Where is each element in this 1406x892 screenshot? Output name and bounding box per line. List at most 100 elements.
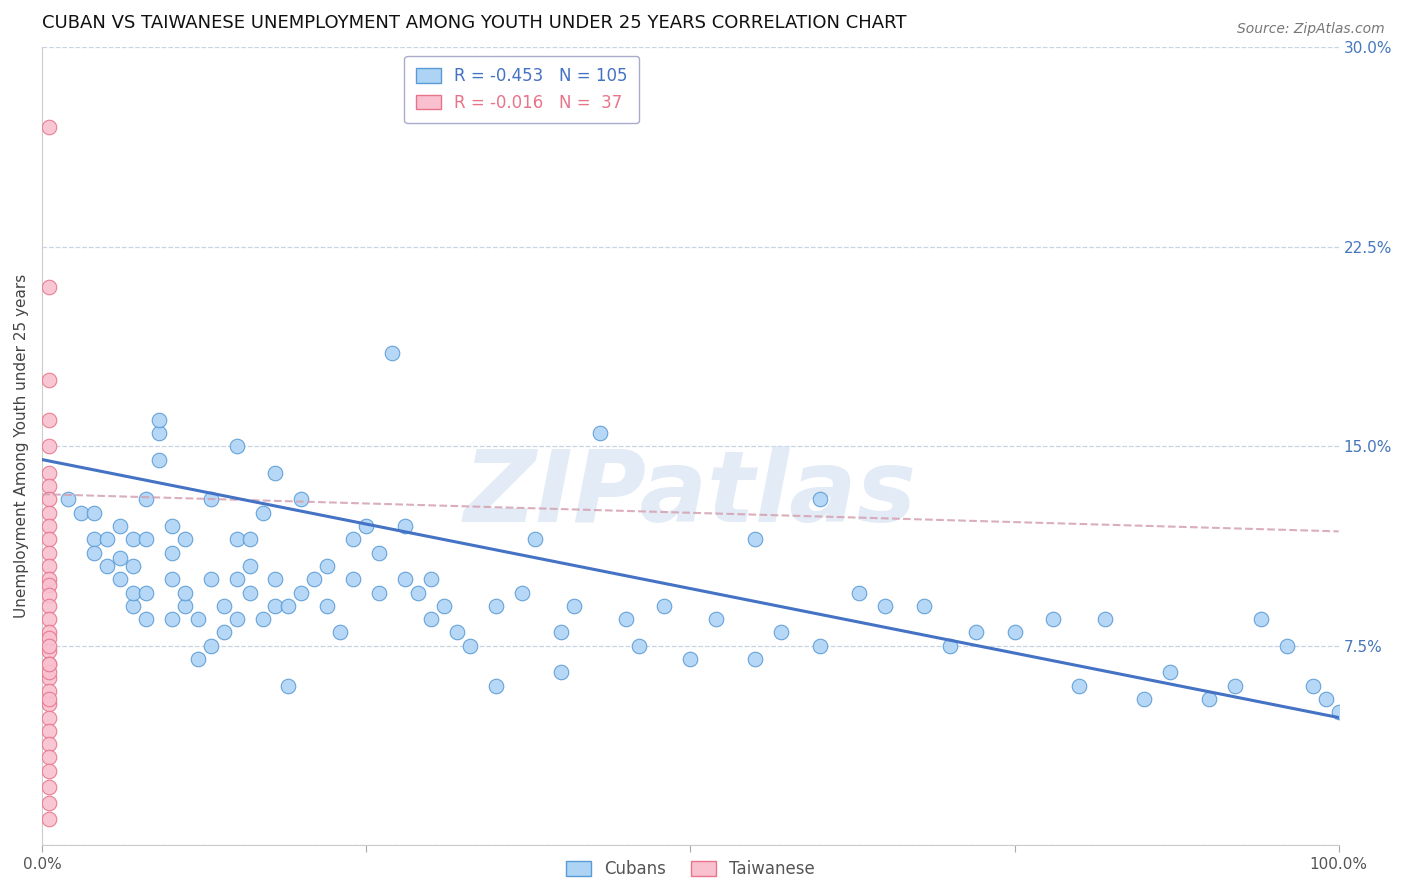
Point <box>1250 612 1272 626</box>
Point <box>38 625 60 640</box>
Point <box>277 679 299 693</box>
Point <box>316 599 339 613</box>
Point <box>238 585 260 599</box>
Point <box>1159 665 1181 680</box>
Point <box>212 599 235 613</box>
Point <box>329 625 352 640</box>
Point <box>38 639 60 653</box>
Point <box>38 599 60 613</box>
Point <box>264 572 287 586</box>
Point <box>523 533 546 547</box>
Point <box>38 612 60 626</box>
Point <box>135 492 157 507</box>
Point <box>744 652 766 666</box>
Point <box>458 639 481 653</box>
Point <box>56 492 79 507</box>
Point <box>965 625 987 640</box>
Point <box>173 585 195 599</box>
Point <box>744 533 766 547</box>
Point <box>304 572 326 586</box>
Point <box>108 551 131 566</box>
Point <box>1223 679 1246 693</box>
Point <box>264 466 287 480</box>
Point <box>316 558 339 573</box>
Point <box>550 625 572 640</box>
Point <box>679 652 702 666</box>
Point <box>38 492 60 507</box>
Point <box>562 599 585 613</box>
Point <box>368 546 391 560</box>
Point <box>38 558 60 573</box>
Point <box>160 612 183 626</box>
Point <box>848 585 870 599</box>
Point <box>38 665 60 680</box>
Point <box>342 533 364 547</box>
Point <box>38 519 60 533</box>
Point <box>38 120 60 135</box>
Point <box>394 519 416 533</box>
Point <box>912 599 935 613</box>
Point <box>200 572 222 586</box>
Point <box>96 558 118 573</box>
Point <box>510 585 533 599</box>
Point <box>38 439 60 453</box>
Point <box>252 506 274 520</box>
Point <box>1069 679 1091 693</box>
Point <box>200 492 222 507</box>
Point <box>83 533 105 547</box>
Point <box>938 639 960 653</box>
Point <box>238 533 260 547</box>
Point <box>1133 692 1156 706</box>
Point <box>38 780 60 794</box>
Point <box>38 279 60 293</box>
Point <box>225 439 247 453</box>
Point <box>160 546 183 560</box>
Point <box>808 639 831 653</box>
Point <box>212 625 235 640</box>
Point <box>1327 705 1350 719</box>
Point <box>38 577 60 591</box>
Point <box>173 599 195 613</box>
Point <box>1094 612 1116 626</box>
Point <box>1042 612 1064 626</box>
Point <box>252 612 274 626</box>
Point <box>381 346 404 360</box>
Point <box>121 585 143 599</box>
Point <box>38 737 60 751</box>
Point <box>225 572 247 586</box>
Point <box>550 665 572 680</box>
Point <box>290 585 312 599</box>
Point <box>38 684 60 698</box>
Point <box>406 585 429 599</box>
Point <box>38 373 60 387</box>
Point <box>485 679 508 693</box>
Point <box>225 612 247 626</box>
Point <box>160 572 183 586</box>
Point <box>38 533 60 547</box>
Point <box>38 479 60 493</box>
Point <box>200 639 222 653</box>
Point <box>38 698 60 712</box>
Point <box>1315 692 1337 706</box>
Point <box>1302 679 1324 693</box>
Point <box>420 612 443 626</box>
Point <box>433 599 456 613</box>
Text: Source: ZipAtlas.com: Source: ZipAtlas.com <box>1237 22 1385 37</box>
Point <box>187 612 209 626</box>
Y-axis label: Unemployment Among Youth under 25 years: Unemployment Among Youth under 25 years <box>14 274 30 618</box>
Point <box>1004 625 1026 640</box>
Text: CUBAN VS TAIWANESE UNEMPLOYMENT AMONG YOUTH UNDER 25 YEARS CORRELATION CHART: CUBAN VS TAIWANESE UNEMPLOYMENT AMONG YO… <box>42 14 907 32</box>
Point <box>873 599 896 613</box>
Point <box>290 492 312 507</box>
Point <box>135 612 157 626</box>
Point <box>121 599 143 613</box>
Point <box>135 533 157 547</box>
Point <box>420 572 443 586</box>
Point <box>187 652 209 666</box>
Point <box>627 639 650 653</box>
Legend: Cubans, Taiwanese: Cubans, Taiwanese <box>560 854 821 885</box>
Point <box>38 692 60 706</box>
Point <box>38 657 60 672</box>
Point <box>485 599 508 613</box>
Point <box>38 710 60 724</box>
